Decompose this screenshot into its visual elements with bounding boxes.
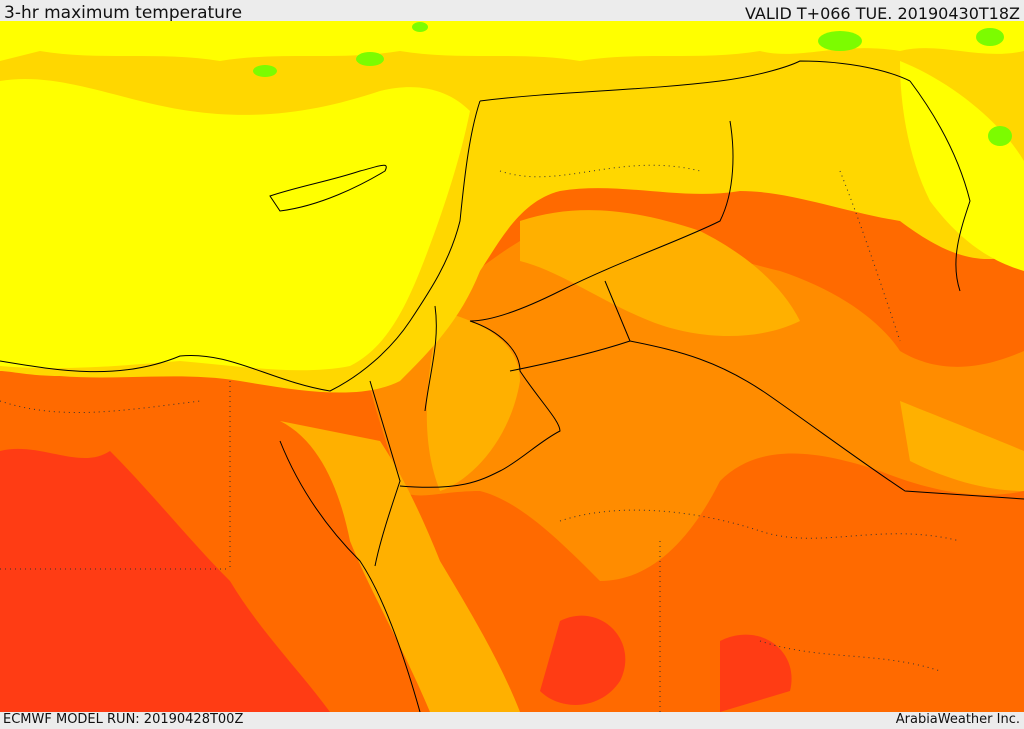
valid-time: VALID T+066 TUE. 20190430T18Z xyxy=(744,4,1020,23)
map-header: 3-hr maximum temperature VALID T+066 TUE… xyxy=(0,0,1024,23)
map-title: 3-hr maximum temperature xyxy=(4,3,243,23)
amber-regions xyxy=(280,210,1024,712)
internal-boundaries xyxy=(0,164,961,712)
credit: ArabiaWeather Inc. xyxy=(895,712,1020,727)
yellow-regions xyxy=(0,21,1024,371)
green-patches xyxy=(253,22,1012,146)
model-run: ECMWF MODEL RUN: 20190428T00Z xyxy=(3,712,244,727)
orange-region xyxy=(360,234,1024,581)
very-hot-patches xyxy=(0,448,792,712)
country-borders xyxy=(0,60,1024,712)
temperature-map xyxy=(0,21,1024,712)
map-footer: ECMWF MODEL RUN: 20190428T00Z ArabiaWeat… xyxy=(0,712,1024,729)
